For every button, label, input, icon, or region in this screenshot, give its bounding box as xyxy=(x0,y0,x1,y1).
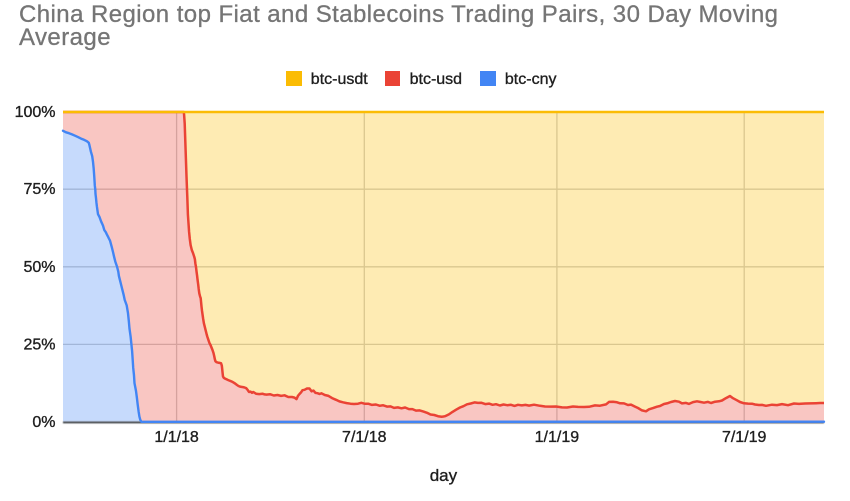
svg-text:0%: 0% xyxy=(32,414,55,431)
svg-text:75%: 75% xyxy=(23,181,55,198)
svg-text:1/1/18: 1/1/18 xyxy=(154,429,199,446)
svg-text:7/1/18: 7/1/18 xyxy=(342,429,387,446)
svg-text:25%: 25% xyxy=(23,336,55,353)
svg-text:1/1/19: 1/1/19 xyxy=(535,429,580,446)
svg-text:day: day xyxy=(430,466,458,485)
svg-text:50%: 50% xyxy=(23,259,55,276)
svg-text:100%: 100% xyxy=(15,104,56,121)
svg-text:7/1/19: 7/1/19 xyxy=(722,429,767,446)
